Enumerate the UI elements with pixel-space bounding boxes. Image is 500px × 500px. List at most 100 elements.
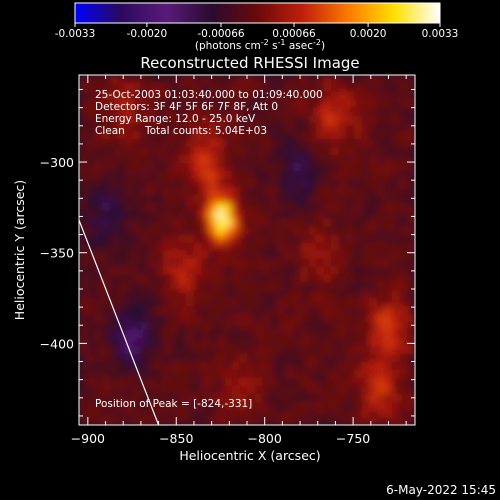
heatmap-cell xyxy=(101,393,111,402)
y-tick-label: −350 xyxy=(40,246,74,261)
heatmap-cell xyxy=(407,146,415,156)
heatmap-cell xyxy=(155,234,164,243)
heatmap-cell xyxy=(201,369,210,378)
heatmap-cell xyxy=(331,162,340,172)
heatmap-cell xyxy=(178,289,187,299)
heatmap-cell xyxy=(392,401,401,410)
heatmap-cell xyxy=(247,75,256,84)
heatmap-cell xyxy=(285,361,294,370)
heatmap-cell xyxy=(193,257,202,267)
heatmap-cell xyxy=(231,122,240,132)
heatmap-cell xyxy=(254,273,263,283)
heatmap-cell xyxy=(262,122,271,132)
heatmap-cell xyxy=(140,162,149,172)
heatmap-cell xyxy=(163,257,172,267)
heatmap-cell xyxy=(376,289,386,299)
heatmap-cell xyxy=(292,385,302,394)
heatmap-cell xyxy=(147,82,156,92)
heatmap-cell xyxy=(323,242,332,251)
heatmap-cell xyxy=(132,321,141,331)
heatmap-cell xyxy=(124,393,134,402)
heatmap-cell xyxy=(216,90,225,100)
heatmap-cell xyxy=(231,353,240,362)
heatmap-cell xyxy=(170,250,179,259)
heatmap-cell xyxy=(224,401,233,410)
heatmap-cell xyxy=(170,170,179,179)
heatmap-cell xyxy=(254,154,263,164)
heatmap-cell xyxy=(163,202,172,211)
x-tick-label: −800 xyxy=(248,431,282,446)
heatmap-cell xyxy=(239,377,248,386)
heatmap-cell xyxy=(277,130,286,140)
heatmap-cell xyxy=(353,98,363,108)
heatmap-cell xyxy=(254,186,263,195)
heatmap-cell xyxy=(193,154,202,164)
heatmap-cell xyxy=(193,178,202,187)
heatmap-cell xyxy=(79,409,88,418)
heatmap-cell xyxy=(323,281,332,291)
heatmap-cell xyxy=(86,242,95,251)
heatmap-cell xyxy=(392,226,401,235)
annotation-algorithm: Clean xyxy=(95,125,125,137)
heatmap-cell xyxy=(399,90,408,100)
heatmap-cell xyxy=(239,82,248,92)
heatmap-cell xyxy=(147,297,156,307)
heatmap-cell xyxy=(353,122,363,132)
heatmap-cell xyxy=(247,162,256,172)
heatmap-cell xyxy=(369,345,378,354)
heatmap-cell xyxy=(399,234,408,243)
heatmap-cell xyxy=(308,345,317,354)
heatmap-cell xyxy=(216,313,225,323)
heatmap-cell xyxy=(247,130,256,140)
heatmap-cell xyxy=(399,329,408,339)
heatmap-cell xyxy=(384,162,393,172)
heatmap-cell xyxy=(323,162,332,172)
heatmap-cell xyxy=(170,265,179,275)
heatmap-cell xyxy=(208,202,218,211)
heatmap-cell xyxy=(147,385,156,394)
heatmap-cell xyxy=(86,273,95,283)
heatmap-cell xyxy=(178,210,187,219)
heatmap-cell xyxy=(315,265,324,275)
heatmap-cell xyxy=(285,409,294,418)
heatmap-cell xyxy=(392,337,401,347)
heatmap-cell xyxy=(86,377,95,386)
heatmap-cell xyxy=(109,218,118,227)
heatmap-cell xyxy=(94,178,103,187)
heatmap-cell xyxy=(231,218,240,227)
heatmap-cell xyxy=(399,106,408,116)
heatmap-cell xyxy=(170,329,179,339)
heatmap-cell xyxy=(94,154,103,164)
heatmap-cell xyxy=(308,273,317,283)
heatmap-cell xyxy=(132,369,141,378)
heatmap-cell xyxy=(147,257,156,267)
heatmap-cell xyxy=(369,194,378,203)
heatmap-cell xyxy=(193,377,202,386)
heatmap-cell xyxy=(247,242,256,251)
heatmap-cell xyxy=(170,377,179,386)
heatmap-cell xyxy=(239,273,248,283)
heatmap-cell xyxy=(147,321,156,331)
heatmap-cell xyxy=(94,305,103,315)
heatmap-cell xyxy=(308,337,317,347)
heatmap-cell xyxy=(285,345,294,354)
heatmap-cell xyxy=(185,257,195,267)
heatmap-cell xyxy=(216,409,225,418)
heatmap-cell xyxy=(399,218,408,227)
heatmap-cell xyxy=(155,361,164,370)
heatmap-cell xyxy=(346,154,355,164)
heatmap-cell xyxy=(300,90,309,100)
heatmap-cell xyxy=(216,154,225,164)
heatmap-cell xyxy=(79,345,88,354)
heatmap-cell xyxy=(247,329,256,339)
heatmap-cell xyxy=(132,138,141,148)
heatmap-cell xyxy=(392,154,401,164)
heatmap-cell xyxy=(117,178,126,187)
heatmap-cell xyxy=(132,297,141,307)
heatmap-cell xyxy=(315,281,324,291)
heatmap-cell xyxy=(376,194,386,203)
heatmap-cell xyxy=(300,305,309,315)
heatmap-cell xyxy=(331,353,340,362)
x-axis-label: Heliocentric X (arcsec) xyxy=(179,448,320,463)
heatmap-cell xyxy=(163,305,172,315)
